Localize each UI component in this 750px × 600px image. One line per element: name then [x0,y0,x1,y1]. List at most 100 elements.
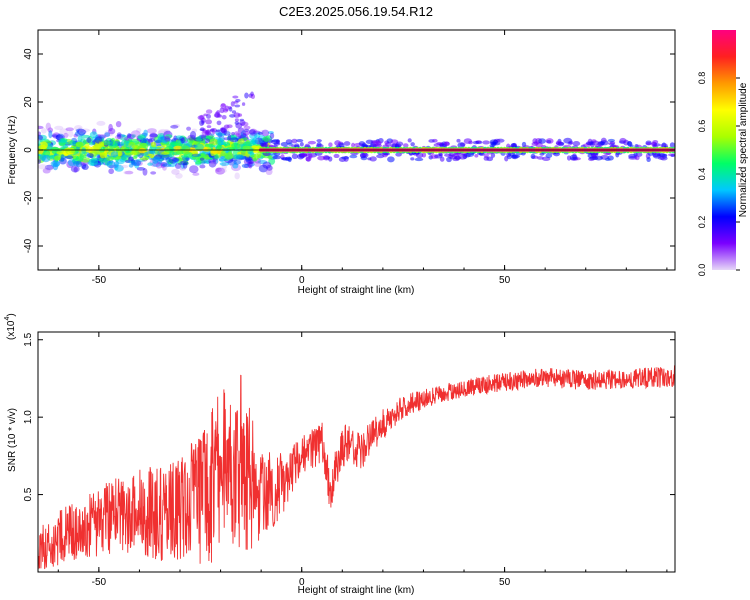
spectrogram-cell [248,129,256,135]
spectrogram-cell [38,125,44,130]
spectrogram-ticks: -50 0 50 -40 -20 0 20 40 [23,30,675,286]
spectrogram-cell [489,144,495,148]
spectrogram-cell [250,91,254,97]
svg-text:(x104): (x104) [4,313,17,340]
spectrogram-cell [458,153,468,160]
spectrogram-cell [646,157,651,163]
spectrogram-cell [607,155,614,161]
spectrogram-cell [75,141,84,148]
spectrogram-cell [334,140,341,146]
spectrogram-cell [265,168,273,176]
spectrogram-cell [235,132,241,137]
colorbar-tick-label: 0.2 [697,216,707,229]
spectrogram-cell [254,161,262,167]
spectrogram-cell [489,139,498,145]
spectrogram-cell [128,160,135,164]
spectrogram-cell [205,160,211,164]
spectrogram-cell [59,128,69,135]
spectrogram-cell [237,127,245,134]
spectrogram-cell [628,153,637,159]
spectrogram-cell [86,137,92,144]
spectrogram-cell [210,128,218,133]
spectrogram-cell [114,135,124,140]
spectrogram-cell [222,108,229,113]
spectrogram-cell [217,137,224,146]
spectrogram-cell [42,167,51,174]
spectrogram-cell [333,153,340,159]
spectrogram-cell [115,120,122,128]
spectrogram-cell [555,140,562,146]
spectrogram-cell [81,147,87,155]
spectrogram-cell [173,145,183,150]
colorbar-tick-label: 0.6 [697,120,707,133]
spectrogram-cell [275,139,280,145]
spectrogram-cell [165,134,173,139]
spectrogram-cell [215,167,222,173]
snr-y-tick-label: 1.0 [23,410,34,424]
spectrogram-panel: -50 0 50 -40 -20 0 20 40 Height of straight lin… [7,29,676,296]
spectrogram-cell [204,143,215,148]
spectrogram-cell [63,132,69,138]
spectrogram-cell [146,150,156,154]
spectrogram-cell [456,138,461,143]
spectrogram-cell [296,139,304,143]
spectrogram-cell [349,154,358,159]
spectrogram-cell [65,127,74,132]
spectrogram-cell [116,132,122,137]
spectrogram-cell [539,152,545,156]
spectrogram-cell [375,141,382,146]
colorbar-label: Normalized spectral amplitude [738,82,749,217]
spectrogram-cell [175,172,183,179]
spectrogram-cell [203,156,211,160]
spectrogram-cell [235,98,241,103]
spectrogram-cell [171,168,180,175]
spectrogram-y-tick-label: -20 [23,190,34,205]
spectrogram-cell [149,133,158,138]
spectrogram-cell [216,144,222,151]
spectrogram-cell [38,131,41,136]
spectrogram-cell [74,131,84,137]
snr-x-tick-label: -50 [92,577,107,588]
spectrogram-cell [232,95,239,99]
spectrogram-cell [180,145,191,154]
spectrogram-cell [233,112,241,118]
spectrogram-cell [44,165,54,171]
spectrogram-cell [158,128,169,136]
colorbar-ticks: 0.0 0.2 0.4 0.6 0.8 [697,72,740,276]
spectrogram-cell [160,153,170,161]
spectrogram-cell [536,156,544,160]
spectrogram-cell [78,128,85,135]
spectrogram-cell [233,160,242,165]
spectrogram-cell [214,154,220,160]
chart-title: C2E3.2025.056.19.54.R12 [279,4,433,19]
spectrogram-cell [152,158,159,164]
spectrogram-cell [267,131,274,135]
spectrogram-cell [120,155,128,161]
spectrogram-cell [328,142,333,148]
spectrogram-cell [132,155,138,160]
spectrogram-cell [220,103,227,109]
spectrogram-cell [219,168,227,174]
spectrogram-cell [300,153,308,157]
spectrogram-cell [98,141,105,148]
snr-y-scale-factor: (x104) [4,313,17,340]
spectrogram-cell [563,137,573,144]
spectrogram-cell [317,155,326,161]
spectrogram-cell [42,150,51,157]
snr-frame [37,331,676,573]
spectrogram-cell [234,118,239,122]
spectrogram-cell [449,155,458,160]
spectrogram-cell [147,138,156,142]
spectrogram-cell [215,167,226,175]
spectrogram-cell [242,131,250,136]
spectrogram-cell [323,155,331,160]
spectrogram-cell [266,164,273,171]
snr-y-axis-label: SNR (10 * v/v) [7,408,18,472]
spectrogram-cell [351,142,356,148]
spectrogram-cell [191,128,198,133]
spectrogram-cell [291,153,298,160]
spectrogram-cell [195,160,202,165]
spectrogram-cell [210,150,218,154]
spectrogram-cell [262,161,272,169]
spectrogram-cell [531,141,539,146]
